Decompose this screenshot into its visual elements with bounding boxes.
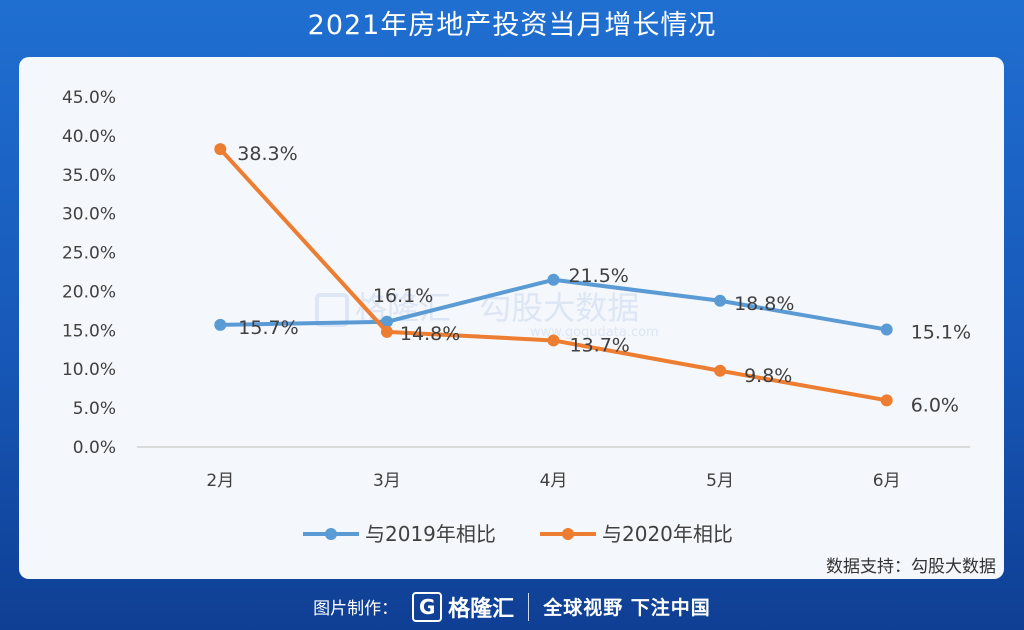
y-tick-label: 35.0%	[62, 166, 116, 186]
data-label: 13.7%	[570, 334, 630, 356]
data-label: 15.1%	[911, 322, 971, 344]
chart-panel	[19, 57, 1004, 579]
legend-label: 与2020年相比	[602, 522, 733, 546]
data-point	[880, 394, 893, 407]
data-label: 9.8%	[744, 365, 792, 387]
data-point	[880, 323, 893, 336]
data-point	[214, 143, 227, 156]
data-point	[214, 318, 227, 331]
y-tick-label: 10.0%	[62, 360, 116, 380]
data-label: 21.5%	[569, 265, 629, 287]
legend: 与2019年相比 与2020年相比	[303, 522, 733, 546]
y-axis: 0.0% 5.0% 10.0% 15.0% 20.0% 25.0% 30.0% 35.0% 40…	[62, 88, 116, 458]
y-tick-label: 40.0%	[62, 127, 116, 147]
data-label: 6.0%	[911, 394, 959, 416]
y-tick-label: 20.0%	[62, 282, 116, 302]
data-point	[714, 364, 727, 377]
made-by-label: 图片制作：	[313, 599, 399, 619]
data-label: 15.7%	[238, 317, 298, 339]
footer: 图片制作： G 格隆汇 全球视野 下注中国	[0, 583, 1024, 630]
x-tick-label: 6月	[873, 471, 901, 491]
data-point	[380, 325, 393, 338]
y-tick-label: 15.0%	[62, 321, 116, 341]
data-point	[380, 315, 393, 328]
series-group: 15.7% 16.1% 21.5% 18.8% 15.1% 38.3% 14.8% 13.7%…	[214, 143, 971, 416]
data-label: 16.1%	[373, 285, 433, 307]
x-tick-label: 5月	[706, 471, 734, 491]
data-point	[714, 294, 727, 307]
y-tick-label: 5.0%	[73, 399, 116, 419]
data-label: 38.3%	[237, 143, 297, 165]
y-tick-label: 25.0%	[62, 244, 116, 264]
data-label: 14.8%	[400, 323, 460, 345]
x-tick-label: 3月	[373, 471, 401, 491]
x-tick-label: 2月	[206, 471, 234, 491]
legend-label: 与2019年相比	[365, 522, 496, 546]
data-label: 18.8%	[734, 293, 794, 315]
y-tick-label: 30.0%	[62, 205, 116, 225]
footer-divider	[528, 592, 530, 621]
data-point	[547, 334, 560, 347]
brand-name: 格隆汇	[448, 596, 515, 622]
footer-slogan: 全球视野 下注中国	[543, 597, 711, 619]
x-tick-label: 4月	[540, 471, 568, 491]
brand-logo-icon: G	[412, 591, 443, 622]
y-tick-label: 0.0%	[73, 438, 116, 458]
chart-title: 2021年房地产投资当月增长情况	[307, 10, 717, 41]
y-tick-label: 45.0%	[62, 88, 116, 108]
x-axis: 2月 3月 4月 5月 6月	[206, 471, 900, 491]
legend-swatch-marker	[325, 528, 337, 540]
source-note: 数据支持：勾股大数据	[826, 557, 996, 577]
data-point	[547, 273, 560, 286]
legend-swatch-marker	[562, 528, 574, 540]
